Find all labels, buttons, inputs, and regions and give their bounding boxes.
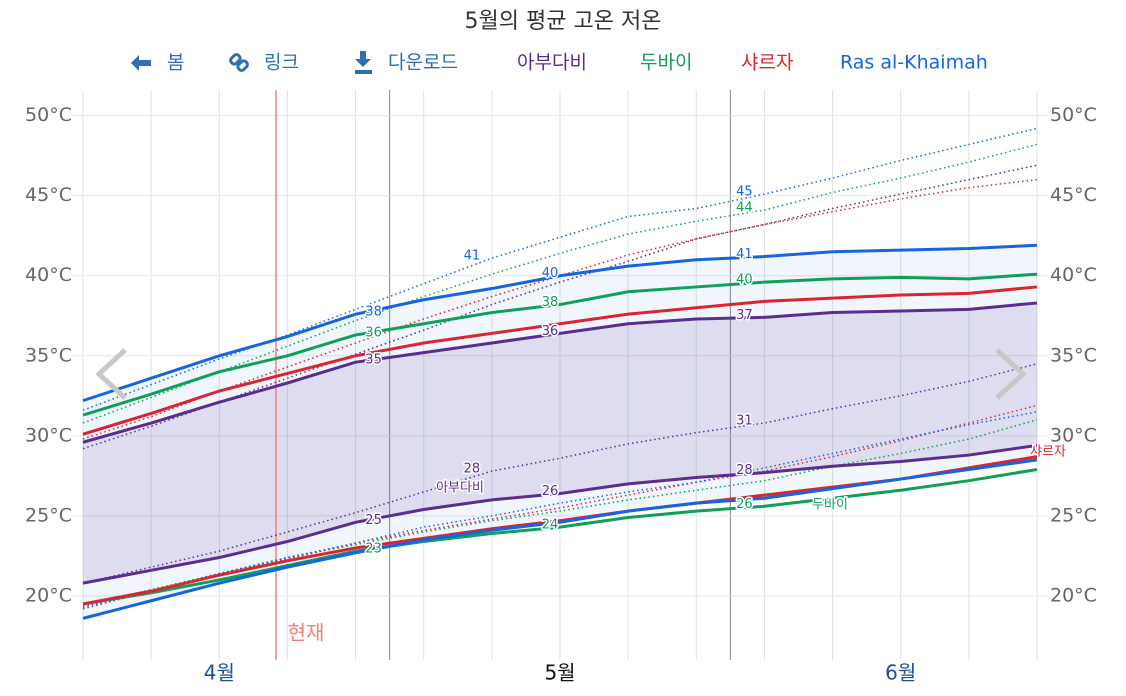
value-label: 25 xyxy=(365,513,382,528)
y2-tick-label: 35°C xyxy=(1050,344,1097,366)
legend-item[interactable]: Ras al-Khaimah xyxy=(840,52,988,74)
y2-tick-label: 50°C xyxy=(1050,104,1097,126)
line xyxy=(82,285,1038,436)
legend-item[interactable]: 샤르자 xyxy=(741,52,793,74)
dotted-line xyxy=(82,164,1038,450)
download-icon[interactable] xyxy=(355,51,372,74)
x-tick-label: 5월 xyxy=(544,661,575,685)
y-tick-label: 25°C xyxy=(25,504,72,526)
y2-tick-label: 20°C xyxy=(1050,584,1097,606)
prev-arrow[interactable] xyxy=(95,348,127,400)
legend-item[interactable]: 아부다비 xyxy=(517,52,587,74)
line xyxy=(82,443,1038,585)
x-tick-label[interactable]: 4월 xyxy=(204,661,235,685)
value-label: 44 xyxy=(736,201,753,216)
y2-tick-label: 30°C xyxy=(1050,424,1097,446)
value-label: 37 xyxy=(736,308,753,323)
line xyxy=(82,458,1038,620)
download-button[interactable]: 다운로드 xyxy=(388,52,458,74)
today-label: 현재 xyxy=(288,621,325,645)
next-arrow[interactable] xyxy=(995,348,1027,400)
y-tick-label: 45°C xyxy=(25,184,72,206)
value-label: 38 xyxy=(542,295,559,310)
value-label: 40 xyxy=(736,273,753,288)
toolbar: 봄 링크 다운로드 xyxy=(131,51,458,74)
link-icon[interactable] xyxy=(229,53,249,72)
back-icon[interactable] xyxy=(131,55,151,71)
value-label: 36 xyxy=(365,325,382,340)
value-label: 24 xyxy=(542,518,559,533)
line xyxy=(82,243,1038,403)
y2-tick-label: 40°C xyxy=(1050,264,1097,286)
value-label: 45 xyxy=(736,185,753,200)
value-label: 35 xyxy=(365,353,382,368)
value-label: 28 xyxy=(736,463,753,478)
value-label: 26 xyxy=(736,497,753,512)
value-label: 36 xyxy=(542,324,559,339)
value-label: 26 xyxy=(542,484,559,499)
line xyxy=(82,467,1038,606)
y-tick-label: 20°C xyxy=(25,584,72,606)
plot-area: 20°C 20°C 25°C 25°C 30°C 30°C 35°C 35°C 40°C 40°C… xyxy=(25,90,1097,685)
y-tick-label: 50°C xyxy=(25,104,72,126)
link-button[interactable]: 링크 xyxy=(264,52,299,74)
value-label: 28 xyxy=(464,462,481,477)
series-label: 아부다비 xyxy=(436,481,484,496)
series-label: 두바이 xyxy=(812,498,848,513)
back-button[interactable]: 봄 xyxy=(167,52,184,74)
value-label: 41 xyxy=(736,247,753,262)
range-band xyxy=(83,245,1037,619)
x-tick-label[interactable]: 6월 xyxy=(885,661,916,685)
y-tick-label: 40°C xyxy=(25,264,72,286)
legend-item[interactable]: 두바이 xyxy=(640,52,692,74)
y-tick-label: 35°C xyxy=(25,344,72,366)
y-tick-label: 30°C xyxy=(25,424,72,446)
y2-tick-label: 45°C xyxy=(1050,184,1097,206)
value-label: 38 xyxy=(365,305,382,320)
dotted-line xyxy=(82,419,1038,607)
value-label: 41 xyxy=(464,249,481,264)
y2-tick-label: 25°C xyxy=(1050,504,1097,526)
value-label: 40 xyxy=(542,266,559,281)
chart-title: 5월의 평균 고온 저온 xyxy=(465,9,662,34)
line xyxy=(82,272,1038,417)
line xyxy=(82,301,1038,444)
value-label: 23 xyxy=(365,542,382,557)
series-label: 샤르자 xyxy=(1030,445,1066,460)
value-label: 31 xyxy=(736,414,753,429)
dotted-line xyxy=(82,127,1038,411)
